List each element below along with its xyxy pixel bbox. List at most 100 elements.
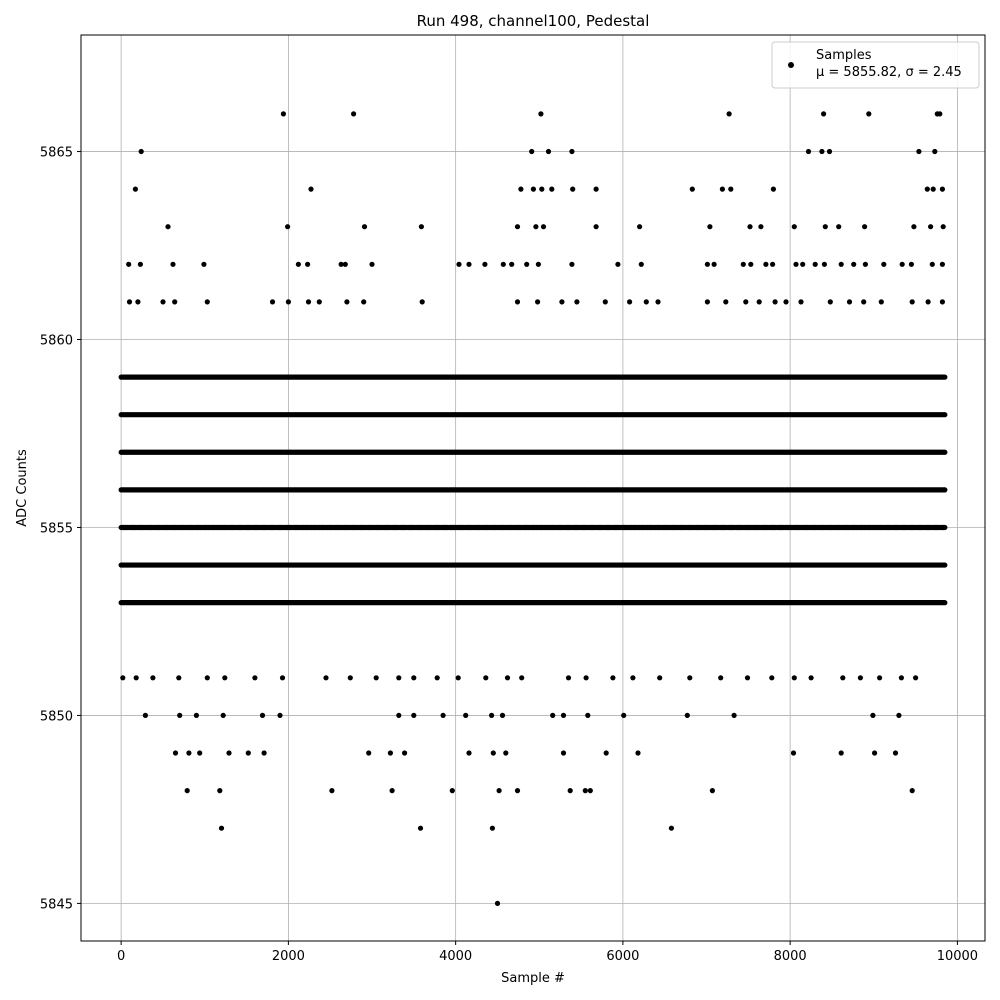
data-point bbox=[621, 712, 627, 719]
data-point bbox=[197, 750, 203, 756]
data-point bbox=[763, 261, 769, 267]
data-point bbox=[569, 261, 575, 267]
data-point bbox=[549, 186, 555, 192]
data-point bbox=[449, 788, 455, 794]
data-point bbox=[269, 299, 276, 305]
data-point bbox=[466, 750, 472, 756]
data-point bbox=[396, 712, 402, 719]
data-point bbox=[743, 299, 749, 305]
data-point bbox=[610, 675, 616, 681]
data-point bbox=[285, 224, 291, 230]
data-point bbox=[567, 788, 573, 794]
data-point bbox=[668, 825, 675, 831]
data-point bbox=[482, 261, 488, 267]
data-point bbox=[898, 675, 905, 681]
data-point bbox=[177, 712, 183, 719]
data-point bbox=[369, 261, 375, 267]
data-point bbox=[540, 224, 547, 230]
data-point bbox=[772, 299, 778, 305]
data-point bbox=[805, 148, 812, 155]
data-point bbox=[279, 675, 286, 681]
data-point bbox=[126, 261, 132, 267]
data-point bbox=[503, 750, 509, 756]
data-point bbox=[170, 261, 176, 267]
data-point bbox=[916, 148, 922, 155]
data-point bbox=[402, 750, 408, 756]
data-point bbox=[911, 224, 917, 230]
data-point bbox=[519, 675, 525, 681]
data-point bbox=[798, 299, 804, 305]
y-tick-label: 5855 bbox=[40, 521, 73, 536]
chart-title: Run 498, channel100, Pedestal bbox=[417, 12, 650, 30]
legend-box bbox=[771, 41, 980, 89]
data-point bbox=[389, 788, 395, 794]
data-point bbox=[496, 788, 502, 794]
data-point bbox=[770, 261, 776, 267]
data-point bbox=[176, 675, 182, 681]
data-point bbox=[329, 788, 335, 794]
data-point bbox=[137, 261, 143, 267]
data-point bbox=[150, 675, 156, 681]
data-point bbox=[881, 261, 887, 267]
data-point bbox=[456, 261, 462, 267]
data-point bbox=[535, 261, 542, 267]
data-point bbox=[913, 675, 919, 681]
data-point bbox=[637, 224, 643, 230]
data-point bbox=[793, 261, 799, 267]
data-point bbox=[937, 111, 943, 117]
data-point bbox=[711, 261, 717, 267]
data-point bbox=[909, 299, 915, 305]
data-point bbox=[204, 299, 210, 305]
data-point bbox=[719, 186, 726, 192]
data-point bbox=[791, 224, 797, 230]
data-point bbox=[316, 299, 322, 305]
data-point bbox=[489, 825, 495, 831]
data-point bbox=[821, 111, 827, 117]
data-point bbox=[252, 675, 258, 681]
data-point bbox=[466, 261, 472, 267]
data-point bbox=[142, 712, 148, 719]
y-axis-label: ADC Counts bbox=[15, 449, 30, 527]
data-point bbox=[261, 750, 267, 756]
data-point bbox=[559, 299, 565, 305]
data-point bbox=[518, 186, 524, 192]
data-point bbox=[514, 788, 521, 794]
data-point bbox=[583, 675, 589, 681]
data-point bbox=[587, 788, 593, 794]
data-point bbox=[560, 750, 567, 756]
data-point bbox=[929, 261, 935, 267]
data-point bbox=[862, 224, 868, 230]
data-point bbox=[184, 788, 190, 794]
data-point bbox=[342, 261, 348, 267]
data-point bbox=[366, 750, 372, 756]
data-point bbox=[226, 750, 232, 756]
data-point bbox=[812, 261, 818, 267]
data-point bbox=[245, 750, 251, 756]
data-point bbox=[821, 261, 828, 267]
data-point bbox=[295, 261, 301, 267]
data-point bbox=[351, 111, 357, 117]
x-tick-label: 6000 bbox=[606, 949, 639, 964]
data-point bbox=[877, 675, 883, 681]
data-point bbox=[744, 675, 751, 681]
data-point bbox=[387, 750, 393, 756]
y-tick-label: 5850 bbox=[40, 709, 73, 724]
data-point bbox=[791, 675, 797, 681]
data-point bbox=[193, 712, 199, 719]
y-tick-label: 5860 bbox=[40, 334, 73, 349]
data-point bbox=[483, 675, 489, 681]
x-axis-label: Sample # bbox=[501, 971, 565, 986]
data-point bbox=[524, 261, 530, 267]
data-point bbox=[718, 675, 724, 681]
data-point bbox=[463, 712, 469, 719]
data-point bbox=[684, 712, 690, 719]
data-point bbox=[909, 788, 915, 794]
data-point bbox=[770, 186, 777, 192]
data-point bbox=[870, 712, 876, 719]
data-point bbox=[500, 261, 506, 267]
data-point bbox=[338, 261, 344, 267]
data-point bbox=[417, 825, 424, 831]
data-point bbox=[361, 224, 368, 230]
data-point bbox=[862, 261, 869, 267]
data-point bbox=[908, 261, 915, 267]
